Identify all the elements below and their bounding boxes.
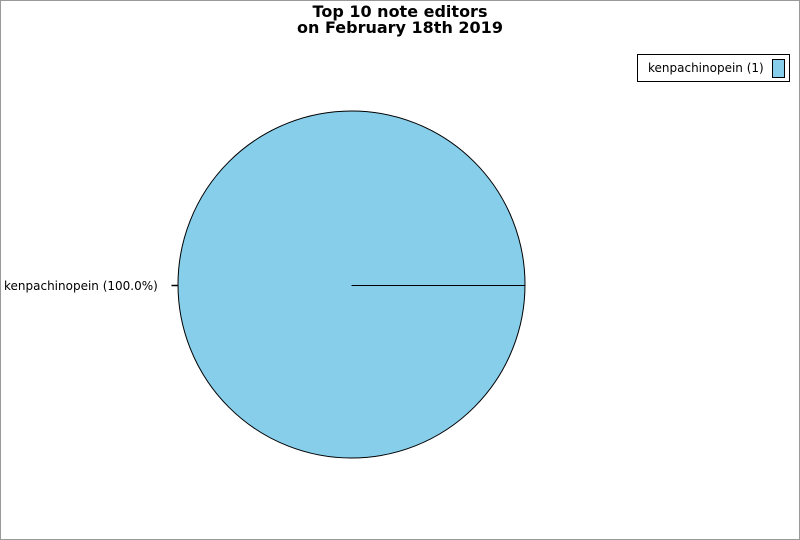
pie-slice-kenpachinopein xyxy=(177,110,526,459)
chart-title-line1: Top 10 note editors xyxy=(312,2,488,21)
slice-callout-label: kenpachinopein (100.0%) xyxy=(4,279,158,293)
legend: kenpachinopein (1) xyxy=(637,54,790,82)
legend-swatch-rect xyxy=(771,58,785,78)
chart-title-line2: on February 18th 2019 xyxy=(297,18,503,37)
legend-entry-label: kenpachinopein (1) xyxy=(648,61,764,75)
chart-title: Top 10 note editors on February 18th 201… xyxy=(1,4,799,36)
legend-swatch-icon xyxy=(771,58,785,78)
